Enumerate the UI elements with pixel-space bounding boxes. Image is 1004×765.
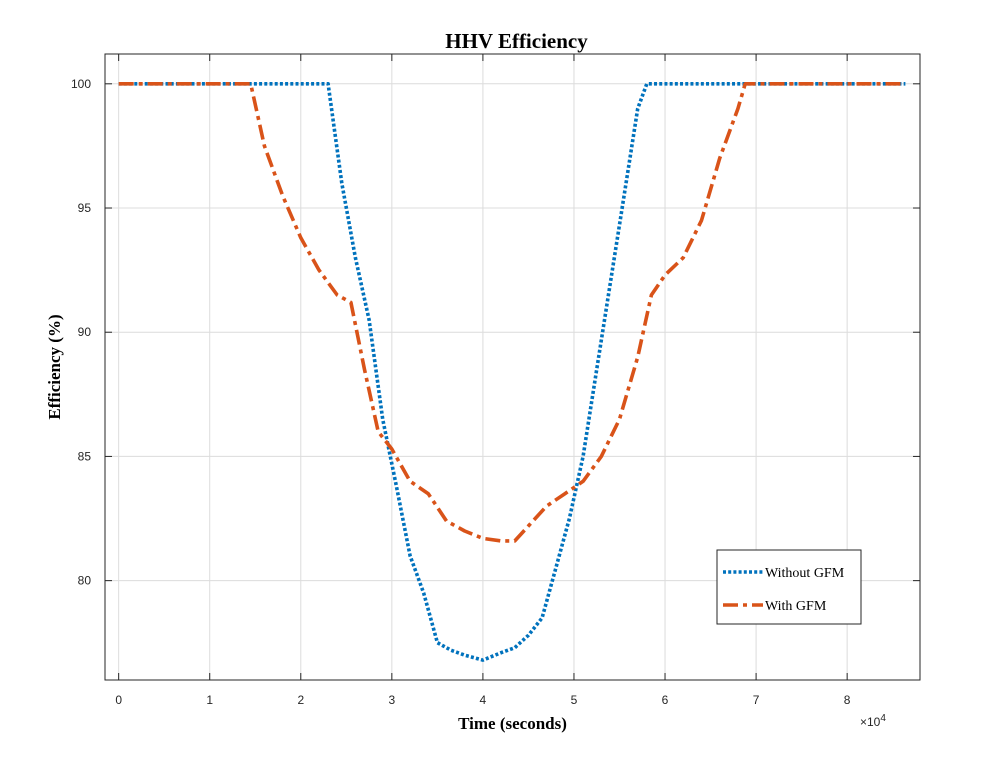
x-tick-label: 6 [662, 693, 669, 707]
x-tick-label: 5 [571, 693, 578, 707]
series-line-with-gfm [118, 82, 906, 543]
x-axis-label: Time (seconds) [458, 714, 567, 733]
x-tick-label: 7 [753, 693, 760, 707]
x-tick-label: 8 [844, 693, 851, 707]
legend: Without GFM With GFM [716, 549, 862, 625]
x-axis-exponent: ×104 [860, 713, 886, 729]
y-tick-label: 90 [78, 325, 92, 339]
x-tick-label: 2 [297, 693, 304, 707]
chart-title: HHV Efficiency [445, 29, 588, 53]
y-tick-label: 80 [78, 574, 92, 588]
x-axis-exponent-power: 4 [880, 713, 886, 724]
x-axis-exponent-base: ×10 [860, 715, 881, 729]
y-tick-label: 85 [78, 449, 92, 463]
series-lines [118, 82, 906, 662]
x-tick-label: 4 [480, 693, 487, 707]
x-tick-label: 0 [115, 693, 122, 707]
legend-box [716, 549, 862, 625]
series-line-without-gfm [118, 82, 906, 662]
axis-ticks: 0 1 2 3 4 5 6 7 8 80 85 90 95 100 [71, 54, 920, 707]
x-tick-label: 1 [206, 693, 213, 707]
legend-label: With GFM [765, 599, 827, 614]
y-tick-label: 100 [71, 77, 91, 91]
legend-label: Without GFM [765, 566, 845, 581]
x-tick-label: 3 [388, 693, 395, 707]
plot-frame [104, 53, 921, 681]
y-tick-label: 95 [78, 201, 92, 215]
y-axis-label: Efficiency (%) [45, 314, 64, 419]
